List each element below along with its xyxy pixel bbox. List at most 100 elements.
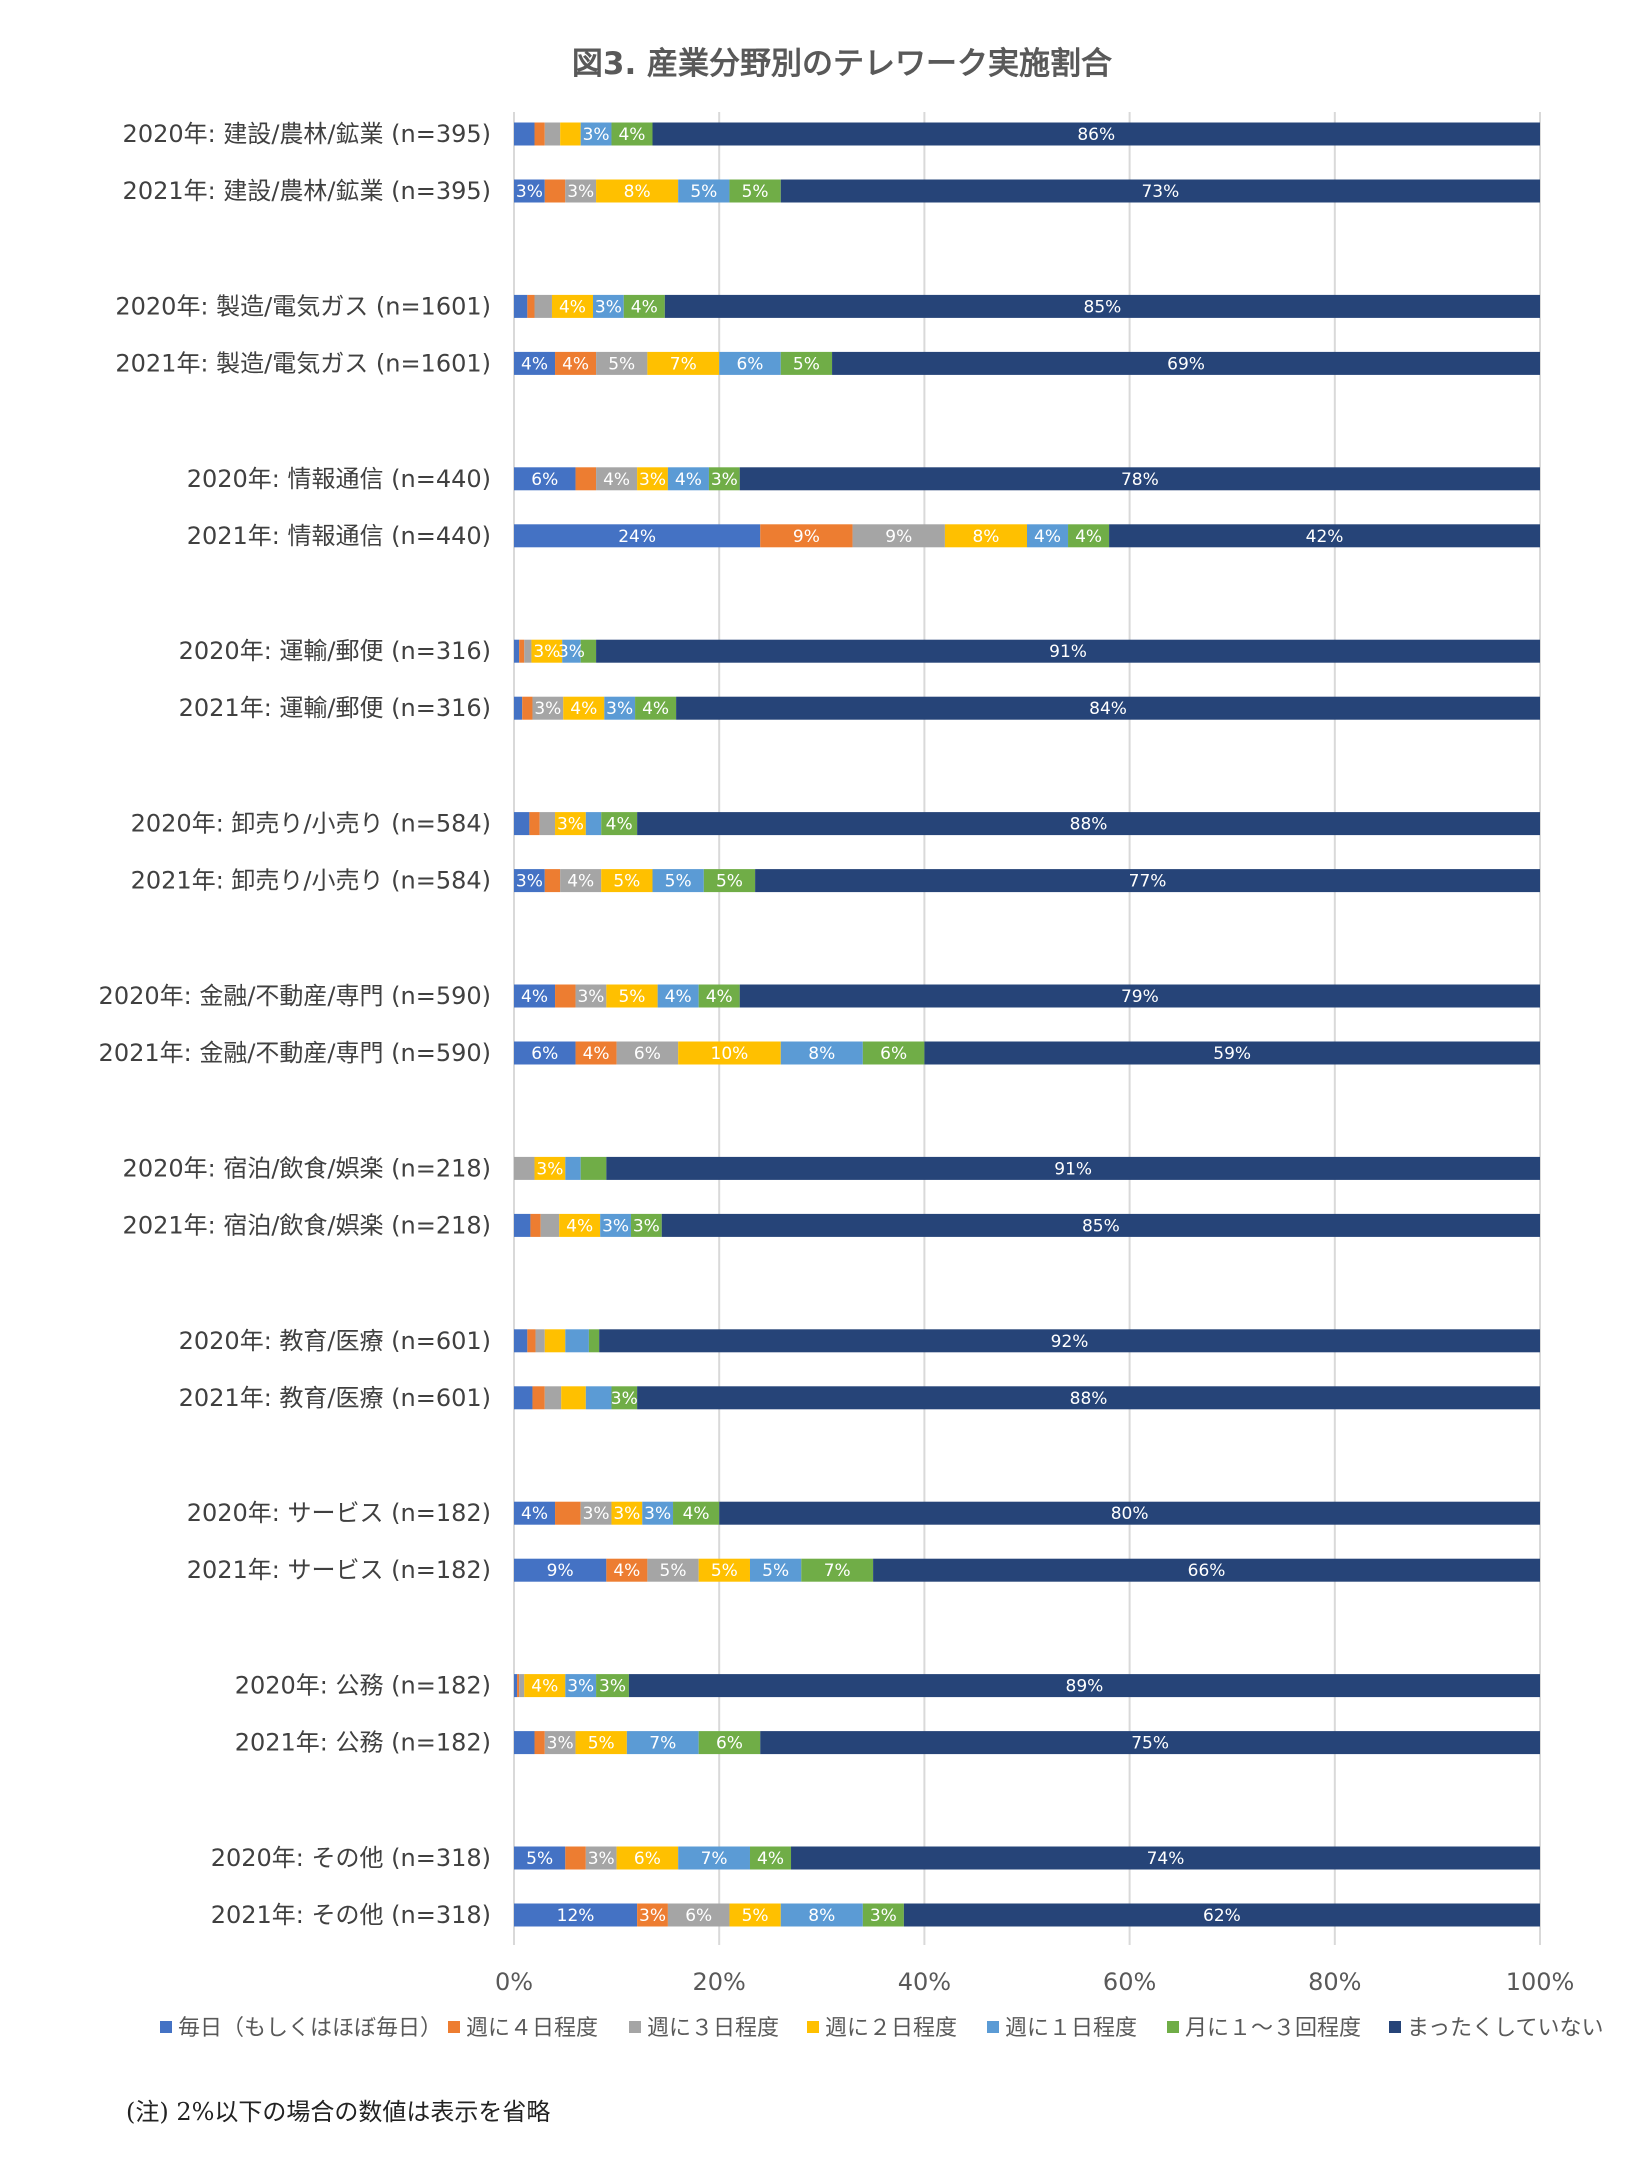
bar-segment (527, 1329, 536, 1353)
category-label: 2020年: 公務 (n=182) (235, 1672, 491, 1700)
data-label: 3% (547, 1734, 574, 1754)
data-label: 4% (521, 987, 548, 1007)
bar-segment (575, 1041, 617, 1065)
data-label: 59% (1213, 1044, 1251, 1064)
bar-segment (555, 351, 597, 375)
data-label: 5% (793, 354, 820, 374)
legend-swatch (1167, 2021, 1179, 2033)
bar-segment (519, 1674, 525, 1698)
bar-segment (616, 1041, 679, 1065)
bar-segment (539, 812, 556, 836)
data-label: 62% (1203, 1906, 1241, 1926)
legend-label: 週に４日程度 (466, 2016, 598, 2041)
legend-label: まったくしていない (1407, 2016, 1603, 2041)
bar-segment (755, 869, 1540, 893)
bar-segment (606, 1156, 1540, 1180)
bar-segment (832, 351, 1540, 375)
data-label: 4% (521, 1504, 548, 1524)
bar-segment (593, 294, 624, 318)
data-label: 84% (1089, 699, 1127, 719)
data-label: 5% (742, 182, 769, 202)
chart-title: 図3. 産業分野別のテレワーク実施割合 (572, 46, 1112, 82)
bar-segment (524, 639, 532, 663)
bar-segment (565, 1156, 581, 1180)
bar-segment (708, 467, 740, 491)
category-label: 2021年: サービス (n=182) (187, 1556, 491, 1584)
data-label: 3% (567, 1677, 594, 1697)
bar-segment (531, 639, 563, 663)
data-label: 77% (1129, 872, 1167, 892)
data-label: 24% (618, 527, 656, 547)
bar-segment (555, 984, 576, 1008)
data-label: 5% (665, 872, 692, 892)
data-label: 3% (577, 987, 604, 1007)
category-label: 2021年: 建設/農林/鉱業 (n=395) (123, 177, 491, 205)
category-label: 2021年: 情報通信 (n=440) (187, 522, 491, 550)
data-label: 5% (526, 1849, 553, 1869)
bar-segment (599, 1329, 1540, 1353)
data-label: 4% (683, 1504, 710, 1524)
data-label: 4% (675, 470, 702, 490)
data-label: 7% (701, 1849, 728, 1869)
data-label: 6% (716, 1734, 743, 1754)
bar-segment (580, 122, 612, 146)
bar-segment (514, 294, 528, 318)
data-label: 4% (757, 1849, 784, 1869)
bar-segment (667, 467, 709, 491)
data-label: 4% (1075, 527, 1102, 547)
category-label: 2021年: 金融/不動産/専門 (n=590) (99, 1039, 491, 1067)
bar-segment (596, 179, 679, 203)
bar-segment (560, 122, 581, 146)
data-label: 4% (566, 1216, 593, 1236)
bar-segment (585, 1846, 617, 1870)
data-label: 8% (972, 527, 999, 547)
data-label: 3% (711, 470, 738, 490)
data-label: 4% (567, 872, 594, 892)
bar-segment (532, 1386, 545, 1410)
bar-segment (780, 1903, 863, 1927)
data-label: 3% (536, 1159, 563, 1179)
category-label: 2020年: 建設/農林/鉱業 (n=395) (123, 120, 491, 148)
grid-lines (513, 112, 1541, 1945)
category-label: 2020年: その他 (n=318) (211, 1844, 491, 1872)
bar-segment (673, 1501, 720, 1525)
bar-segment (664, 294, 1540, 318)
data-label: 5% (618, 987, 645, 1007)
category-label: 2020年: 情報通信 (n=440) (187, 465, 491, 493)
bar-segment (749, 1558, 802, 1582)
data-label: 5% (608, 354, 635, 374)
category-label: 2020年: 金融/不動産/専門 (n=590) (99, 982, 491, 1010)
bar-segment (749, 1846, 792, 1870)
bars: 3% 4% 86%3% 3% 8% 5% 5% 73%4% 3% 4% 85%4% 4% 5% 7% 6% 5… (514, 122, 1540, 1927)
bar-segment (514, 1156, 535, 1180)
bar-segment (924, 1041, 1540, 1065)
data-label: 6% (634, 1044, 661, 1064)
data-label: 4% (613, 1561, 640, 1581)
legend: 毎日（もしくはほぼ毎日） 週に４日程度 週に３日程度 週に２日程度 週に１日程度 月に１～… (160, 2016, 1603, 2041)
legend-swatch (448, 2021, 460, 2033)
data-label: 5% (711, 1561, 738, 1581)
bar-segment (544, 1329, 566, 1353)
bar-segment (600, 1213, 631, 1237)
legend-swatch (160, 2021, 172, 2033)
bar-segment (514, 351, 556, 375)
bar-segment (611, 1501, 643, 1525)
bar-segment (514, 1329, 528, 1353)
bar-segment (873, 1558, 1540, 1582)
data-label: 10% (711, 1044, 749, 1064)
bar-segment (565, 1329, 589, 1353)
x-tick-label: 100% (1506, 1968, 1575, 1996)
bar-segment (527, 294, 535, 318)
bar-segment (534, 122, 545, 146)
data-label: 42% (1306, 527, 1344, 547)
data-label: 9% (885, 527, 912, 547)
data-label: 3% (516, 182, 543, 202)
data-label: 74% (1147, 1849, 1185, 1869)
data-label: 4% (559, 297, 586, 317)
bar-segment (601, 869, 653, 893)
bar-segment (514, 1386, 533, 1410)
data-label: 3% (516, 872, 543, 892)
data-label: 6% (880, 1044, 907, 1064)
data-label: 7% (670, 354, 697, 374)
data-label: 4% (665, 987, 692, 1007)
